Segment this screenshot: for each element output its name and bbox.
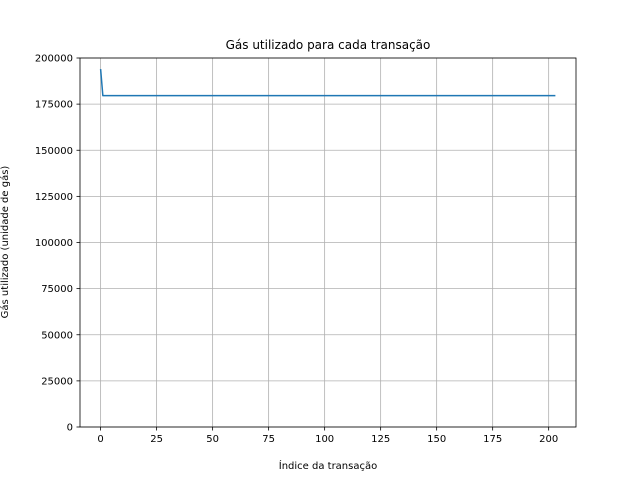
series-line [99,69,556,97]
y-axis-ticks: 0 25000 50000 75000 100000 125000 150000 175000… [35,54,80,434]
x-axis-label: Índice da transação [279,459,377,472]
series-layer [99,69,556,97]
x-tick-label: 125 [371,434,390,445]
x-axis-ticks: 0 25 50 75 100 125 150 175 200 [97,427,558,445]
x-tick-label: 175 [483,434,502,445]
y-tick-label: 150000 [35,146,73,157]
chart-title: Gás utilizado para cada transação [226,38,431,52]
y-axis-label: Gás utilizado (unidade de gás) [0,166,11,319]
x-tick-label: 200 [539,434,558,445]
grid-lines [80,57,576,428]
x-tick-label: 0 [97,434,103,445]
x-tick-label: 100 [315,434,334,445]
x-tick-label: 150 [427,434,446,445]
y-tick-label: 100000 [35,238,73,249]
y-tick-label: 25000 [41,376,73,387]
x-tick-label: 25 [150,434,163,445]
y-tick-label: 75000 [41,284,73,295]
y-tick-label: 0 [67,423,73,434]
x-tick-label: 50 [206,434,219,445]
x-tick-label: 75 [262,434,275,445]
y-tick-label: 50000 [41,330,73,341]
y-tick-label: 175000 [35,100,73,111]
y-tick-label: 200000 [35,54,73,65]
y-tick-label: 125000 [35,192,73,203]
